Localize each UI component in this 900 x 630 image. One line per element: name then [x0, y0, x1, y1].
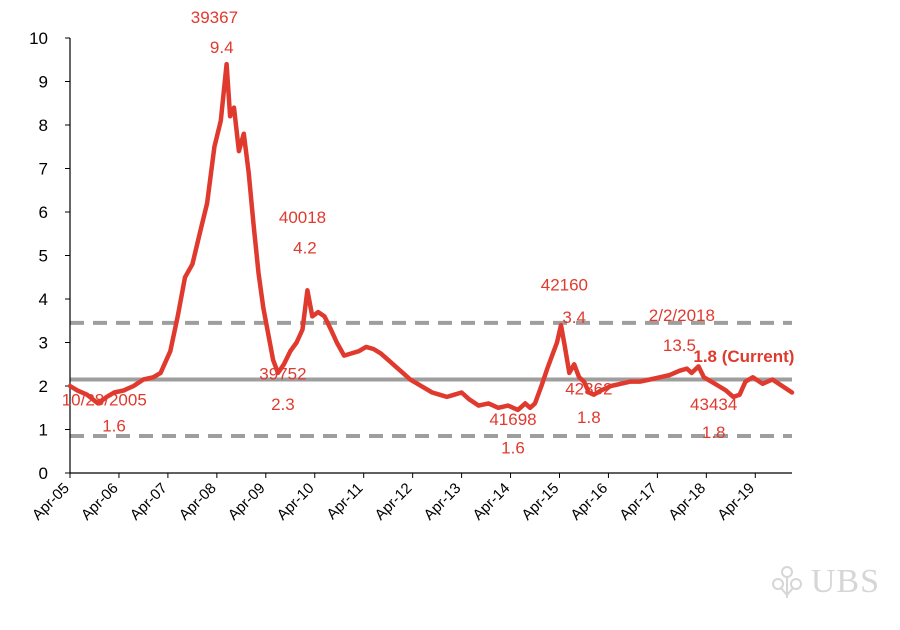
ann-2009-value: 4.2 [293, 238, 317, 257]
x-tick-label: Apr-14 [470, 480, 514, 524]
x-tick-label: Apr-17 [616, 480, 660, 524]
y-tick-label: 0 [39, 464, 48, 483]
x-tick-label: Apr-18 [665, 480, 709, 524]
ann-2008-date: 39367 [191, 8, 238, 27]
ubs-logo: UBS [767, 562, 880, 602]
ann-2005-value: 1.6 [102, 417, 126, 436]
y-tick-label: 8 [39, 116, 48, 135]
y-tick-label: 6 [39, 203, 48, 222]
y-tick-label: 4 [39, 290, 48, 309]
y-tick-label: 10 [29, 29, 48, 48]
y-tick-label: 1 [39, 421, 48, 440]
ann-2018low-value: 1.8 [702, 423, 726, 442]
ann-2018low-date: 43434 [690, 395, 737, 414]
y-tick-label: 7 [39, 160, 48, 179]
ann-2014-date: 41698 [489, 410, 536, 429]
y-tick-label: 3 [39, 334, 48, 353]
ann-current: 1.8 (Current) [693, 347, 794, 366]
x-tick-label: Apr-13 [421, 480, 465, 524]
ubs-wordmark: UBS [810, 563, 880, 600]
ann-2018-value: 13.5 [663, 336, 696, 355]
ann-2015-value: 3.4 [562, 308, 586, 327]
x-tick-label: Apr-07 [127, 480, 171, 524]
ann-2018-date: 2/2/2018 [649, 306, 715, 325]
ann-2016-value: 1.8 [577, 408, 601, 427]
y-tick-label: 2 [39, 377, 48, 396]
keys-icon [771, 566, 802, 598]
ann-2005-date: 10/28/2005 [62, 391, 147, 410]
x-tick-label: Apr-10 [274, 480, 318, 524]
x-tick-label: Apr-06 [78, 480, 122, 524]
ann-2015-date: 42160 [541, 275, 588, 294]
y-tick-label: 5 [39, 247, 48, 266]
y-tick-label: 9 [39, 73, 48, 92]
ann-2008-value: 9.4 [210, 38, 234, 57]
x-tick-label: Apr-16 [567, 480, 611, 524]
ann-2016-date: 42362 [565, 380, 612, 399]
x-tick-label: Apr-05 [29, 480, 73, 524]
ann-2009low-date: 39752 [259, 364, 306, 383]
x-tick-label: Apr-15 [518, 480, 562, 524]
ann-2014-value: 1.6 [501, 438, 525, 457]
x-tick-label: Apr-08 [176, 480, 220, 524]
ann-2009-date: 40018 [279, 208, 326, 227]
reference-lines [70, 320, 792, 439]
annotations: 10/28/2005 1.6 39367 9.4 40018 4.2 39752 2.3 416… [62, 8, 795, 458]
series-layer [67, 61, 795, 413]
series-line-ratio [67, 61, 795, 413]
ann-2009low-value: 2.3 [271, 395, 295, 414]
x-tick-label: Apr-19 [714, 480, 758, 524]
x-tick-label: Apr-09 [225, 480, 269, 524]
x-tick-label: Apr-11 [323, 480, 366, 523]
x-tick-label: Apr-12 [372, 480, 416, 524]
